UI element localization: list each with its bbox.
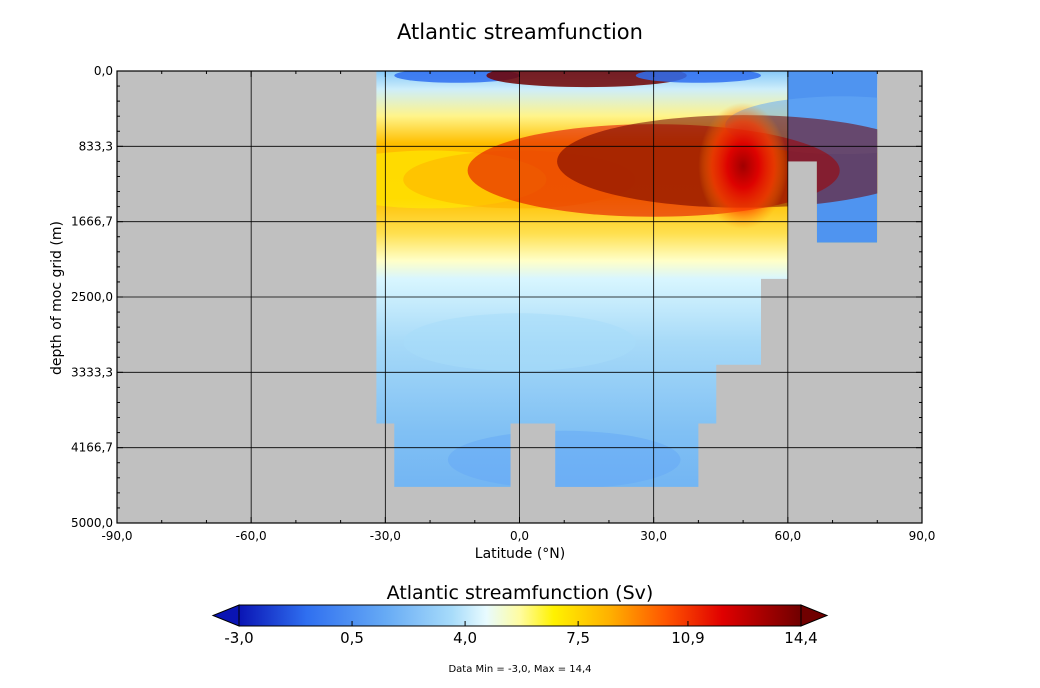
x-axis-ticks: -90,0 -60,0 -30,0 0,0 30,0 60,0 90,0 [101,529,935,543]
y-axis-ticks: 0,0 833,3 1666,7 2500,0 3333,3 4166,7 5000,0 [71,64,113,530]
colorbar: Atlantic streamfunction (Sv) -3,0 0,5 4,0 7… [211,582,829,647]
y-tick-label: 0,0 [94,64,113,78]
y-tick-label: 1666,7 [71,215,113,229]
x-tick-label: 0,0 [510,529,529,543]
data-range-footnote: Data Min = -3,0, Max = 14,4 [448,664,591,675]
x-tick-label: 30,0 [640,529,667,543]
colorbar-extend-low [211,604,240,627]
colorbar-tick-label: 7,5 [566,629,590,647]
y-tick-label: 3333,3 [71,365,113,379]
sample-point-2 [486,71,687,88]
x-tick-label: -30,0 [370,529,401,543]
y-axis-label: depth of moc grid (m) [49,221,65,375]
x-tick-label: 90,0 [909,529,936,543]
colorbar-tick-label: 10,9 [671,629,704,647]
x-tick-label: 60,0 [774,529,801,543]
y-tick-label: 833,3 [79,139,113,153]
colorbar-title: Atlantic streamfunction (Sv) [387,582,654,604]
sample-point-3 [635,71,762,83]
y-tick-label: 2500,0 [71,290,113,304]
grid-lines [116,70,923,524]
colorbar-gradient [238,604,802,627]
x-axis-label: Latitude (°N) [475,546,565,562]
colorbar-tick-label: 0,5 [340,629,364,647]
colorbar-tick-label: -3,0 [224,629,253,647]
sample-point-1 [394,71,520,83]
chart-title: Atlantic streamfunction [397,20,643,44]
colorbar-extend-high [800,604,829,627]
x-tick-label: -60,0 [236,529,267,543]
y-tick-label: 5000,0 [71,516,113,530]
sample-point-10 [447,430,681,487]
y-tick-label: 4166,7 [71,441,113,455]
plot-area [117,71,922,523]
overturning-core [698,102,788,230]
colorbar-tick-label: 14,4 [784,629,817,647]
x-tick-label: -90,0 [101,529,132,543]
colorbar-tick-label: 4,0 [453,629,477,647]
